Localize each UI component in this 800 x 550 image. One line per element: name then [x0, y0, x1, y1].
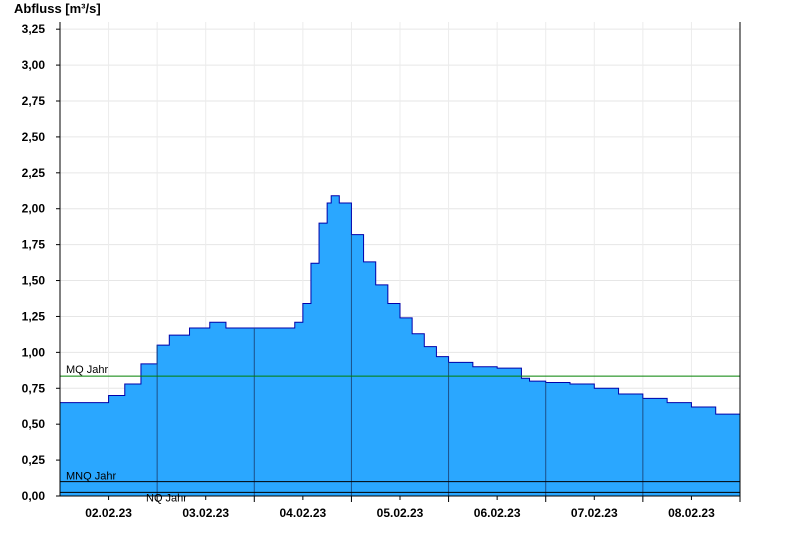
y-tick-label: 0,50 [22, 417, 46, 431]
y-tick-label: 2,75 [22, 94, 46, 108]
x-tick-label: 06.02.23 [474, 506, 521, 520]
y-tick-label: 1,75 [22, 238, 46, 252]
reference-label: NQ Jahr [146, 492, 187, 504]
x-tick-label: 07.02.23 [571, 506, 618, 520]
y-tick-label: 0,25 [22, 453, 46, 467]
y-tick-label: 1,50 [22, 274, 46, 288]
discharge-area [60, 195, 740, 497]
y-tick-label: 3,25 [22, 22, 46, 36]
y-ticks: 0,00 0,25 0,50 0,75 1,00 1,25 1,50 1,75 2,00 2,25… [22, 22, 60, 503]
reference-label: MNQ Jahr [66, 471, 116, 483]
y-tick-label: 1,00 [22, 345, 46, 359]
x-tick-label: 08.02.23 [668, 506, 715, 520]
x-tick-label: 03.02.23 [182, 506, 229, 520]
y-tick-label: 0,75 [22, 381, 46, 395]
discharge-line [60, 195, 741, 420]
x-tick-label: 04.02.23 [279, 506, 326, 520]
reference-lines: MQ Jahr MNQ Jahr NQ Jahr [60, 364, 740, 504]
y-tick-label: 2,50 [22, 130, 46, 144]
y-tick-label: 3,00 [22, 58, 46, 72]
y-tick-label: 2,00 [22, 202, 46, 216]
x-tick-label: 05.02.23 [377, 506, 424, 520]
y-axis-label: Abfluss [m³/s] [14, 1, 101, 16]
x-tick-label: 02.02.23 [85, 506, 132, 520]
y-tick-label: 0,00 [22, 489, 46, 503]
y-tick-label: 2,25 [22, 166, 46, 180]
reference-label: MQ Jahr [66, 364, 109, 376]
day-separators [156, 234, 644, 496]
y-tick-label: 1,25 [22, 309, 46, 323]
x-ticks: 02.02.23 03.02.23 04.02.23 05.02.23 06.02.23… [85, 496, 741, 520]
